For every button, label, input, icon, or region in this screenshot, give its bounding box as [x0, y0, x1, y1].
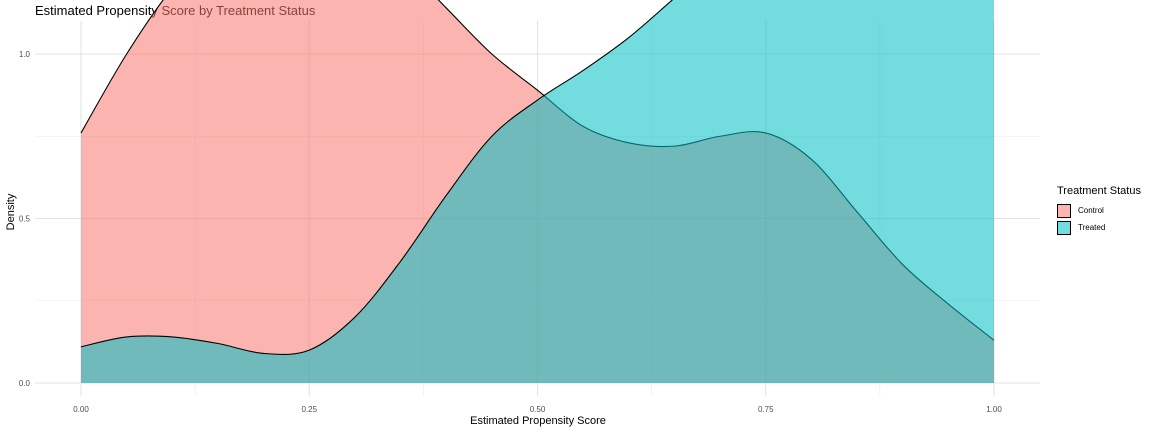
legend-key-control: [1057, 203, 1071, 218]
density-areas: [80, 0, 995, 383]
legend-label-control: Control: [1078, 206, 1104, 215]
density-line-treated: [80, 0, 674, 355]
x-tick-label: 0.50: [530, 405, 546, 414]
y-tick-label: 1.0: [19, 50, 31, 59]
y-tick-label: 0.5: [19, 215, 31, 224]
legend-key-treated: [1057, 220, 1071, 235]
legend-title: Treatment Status: [1057, 185, 1141, 197]
x-tick-label: 1.00: [986, 405, 1002, 414]
x-tick-label: 0.00: [73, 405, 89, 414]
density-area-treated: [81, 0, 994, 383]
y-tick-label: 0.0: [19, 379, 31, 388]
legend-label-treated: Treated: [1078, 223, 1106, 232]
x-tick-label: 0.75: [758, 405, 774, 414]
legend: Treatment Status Control Treated: [1057, 185, 1141, 236]
x-axis-title: Estimated Propensity Score: [470, 415, 606, 427]
legend-item-control: Control: [1057, 202, 1141, 219]
legend-item-treated: Treated: [1057, 219, 1141, 236]
axis-tick-labels: 0.000.250.500.751.000.00.51.01.52.0: [19, 50, 1002, 414]
x-tick-label: 0.25: [301, 405, 317, 414]
